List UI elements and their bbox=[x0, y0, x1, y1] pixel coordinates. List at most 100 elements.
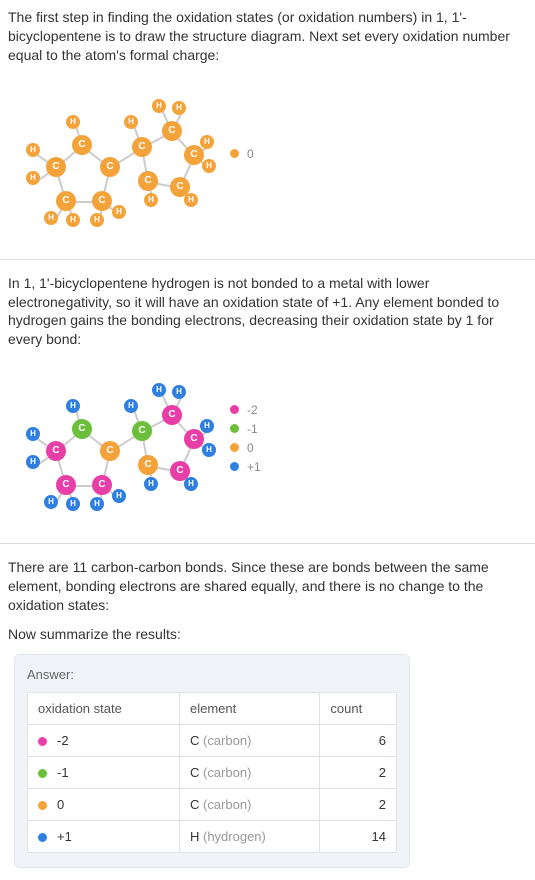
atom-hydrogen: H bbox=[200, 135, 214, 149]
cell-count: 6 bbox=[320, 724, 397, 756]
step1-text: The first step in finding the oxidation … bbox=[8, 8, 527, 65]
legend-label: -1 bbox=[247, 422, 258, 436]
element-note: (carbon) bbox=[203, 765, 251, 780]
results-table: oxidation state element count -2 C (carbo… bbox=[27, 692, 397, 853]
answer-label: Answer: bbox=[27, 667, 397, 682]
element-note: (hydrogen) bbox=[203, 829, 266, 844]
atom-carbon: C bbox=[72, 135, 92, 155]
atom-carbon: C bbox=[100, 157, 120, 177]
atom-carbon: C bbox=[100, 441, 120, 461]
table-row: -1C (carbon)2 bbox=[28, 756, 397, 788]
element-symbol: H bbox=[190, 829, 203, 844]
atom-carbon: C bbox=[46, 441, 66, 461]
state-dot-icon bbox=[38, 801, 47, 810]
th-count: count bbox=[320, 692, 397, 724]
state-dot-icon bbox=[38, 833, 47, 842]
cell-count: 14 bbox=[320, 820, 397, 852]
cell-state: -2 bbox=[28, 724, 180, 756]
atom-hydrogen: H bbox=[44, 495, 58, 509]
state-dot-icon bbox=[38, 737, 47, 746]
atom-hydrogen: H bbox=[26, 143, 40, 157]
legend-label: -2 bbox=[247, 403, 258, 417]
legend-item: +1 bbox=[230, 460, 261, 474]
answer-box: Answer: oxidation state element count -2… bbox=[14, 654, 410, 868]
cell-state: 0 bbox=[28, 788, 180, 820]
state-value: -2 bbox=[57, 733, 69, 748]
atom-carbon: C bbox=[56, 191, 76, 211]
table-header-row: oxidation state element count bbox=[28, 692, 397, 724]
legend-item: 0 bbox=[230, 441, 261, 455]
legend-dot-icon bbox=[230, 443, 239, 452]
th-state: oxidation state bbox=[28, 692, 180, 724]
atom-hydrogen: H bbox=[90, 213, 104, 227]
atom-hydrogen: H bbox=[172, 385, 186, 399]
atom-carbon: C bbox=[162, 121, 182, 141]
atom-hydrogen: H bbox=[44, 211, 58, 225]
atom-carbon: C bbox=[46, 157, 66, 177]
atom-carbon: C bbox=[184, 145, 204, 165]
summary-text: Now summarize the results: bbox=[8, 625, 527, 644]
atom-hydrogen: H bbox=[66, 213, 80, 227]
cell-element: H (hydrogen) bbox=[179, 820, 319, 852]
step1-diagram-row: CCCCCCCCCCHHHHHHHHHHHHHH 0 bbox=[8, 75, 527, 241]
atom-hydrogen: H bbox=[112, 489, 126, 503]
separator bbox=[0, 259, 535, 260]
cell-element: C (carbon) bbox=[179, 724, 319, 756]
legend-dot-icon bbox=[230, 424, 239, 433]
step1-diagram: CCCCCCCCCCHHHHHHHHHHHHHH bbox=[12, 79, 212, 229]
atom-hydrogen: H bbox=[112, 205, 126, 219]
atom-hydrogen: H bbox=[184, 477, 198, 491]
atom-hydrogen: H bbox=[124, 399, 138, 413]
atom-hydrogen: H bbox=[144, 193, 158, 207]
legend-item: -2 bbox=[230, 403, 261, 417]
state-value: +1 bbox=[57, 829, 72, 844]
atom-carbon: C bbox=[138, 455, 158, 475]
th-element: element bbox=[179, 692, 319, 724]
legend-dot-icon bbox=[230, 405, 239, 414]
table-row: -2 C (carbon)6 bbox=[28, 724, 397, 756]
table-row: +1H (hydrogen)14 bbox=[28, 820, 397, 852]
atom-carbon: C bbox=[132, 421, 152, 441]
atom-carbon: C bbox=[138, 171, 158, 191]
step2-text: In 1, 1'-bicyclopentene hydrogen is not … bbox=[8, 274, 527, 350]
cell-count: 2 bbox=[320, 756, 397, 788]
atom-hydrogen: H bbox=[200, 419, 214, 433]
table-row: 0C (carbon)2 bbox=[28, 788, 397, 820]
atom-carbon: C bbox=[92, 191, 112, 211]
atom-carbon: C bbox=[132, 137, 152, 157]
element-symbol: C bbox=[190, 733, 203, 748]
element-symbol: C bbox=[190, 797, 203, 812]
cell-element: C (carbon) bbox=[179, 788, 319, 820]
legend-label: 0 bbox=[247, 441, 254, 455]
legend-dot-icon bbox=[230, 149, 239, 158]
cell-count: 2 bbox=[320, 788, 397, 820]
atom-hydrogen: H bbox=[124, 115, 138, 129]
legend-label: +1 bbox=[247, 460, 261, 474]
element-note: (carbon) bbox=[203, 797, 251, 812]
atom-hydrogen: H bbox=[66, 399, 80, 413]
cell-state: -1 bbox=[28, 756, 180, 788]
atom-hydrogen: H bbox=[152, 99, 166, 113]
step2-diagram-row: CCCCCCCCCCHHHHHHHHHHHHHH -2-10+1 bbox=[8, 359, 527, 525]
atom-hydrogen: H bbox=[26, 171, 40, 185]
element-symbol: C bbox=[190, 765, 203, 780]
legend-item: 0 bbox=[230, 147, 254, 161]
atom-hydrogen: H bbox=[144, 477, 158, 491]
step3-text: There are 11 carbon-carbon bonds. Since … bbox=[8, 558, 527, 615]
step2-diagram: CCCCCCCCCCHHHHHHHHHHHHHH bbox=[12, 363, 212, 513]
atom-hydrogen: H bbox=[202, 443, 216, 457]
step2-legend: -2 -1 0 +1 bbox=[230, 403, 261, 474]
atom-hydrogen: H bbox=[66, 115, 80, 129]
legend-label: 0 bbox=[247, 147, 254, 161]
cell-element: C (carbon) bbox=[179, 756, 319, 788]
separator bbox=[0, 543, 535, 544]
atom-hydrogen: H bbox=[184, 193, 198, 207]
legend-dot-icon bbox=[230, 462, 239, 471]
state-value: 0 bbox=[57, 797, 64, 812]
atom-carbon: C bbox=[56, 475, 76, 495]
atom-hydrogen: H bbox=[202, 159, 216, 173]
atom-hydrogen: H bbox=[172, 101, 186, 115]
state-value: -1 bbox=[57, 765, 69, 780]
cell-state: +1 bbox=[28, 820, 180, 852]
legend-item: -1 bbox=[230, 422, 261, 436]
